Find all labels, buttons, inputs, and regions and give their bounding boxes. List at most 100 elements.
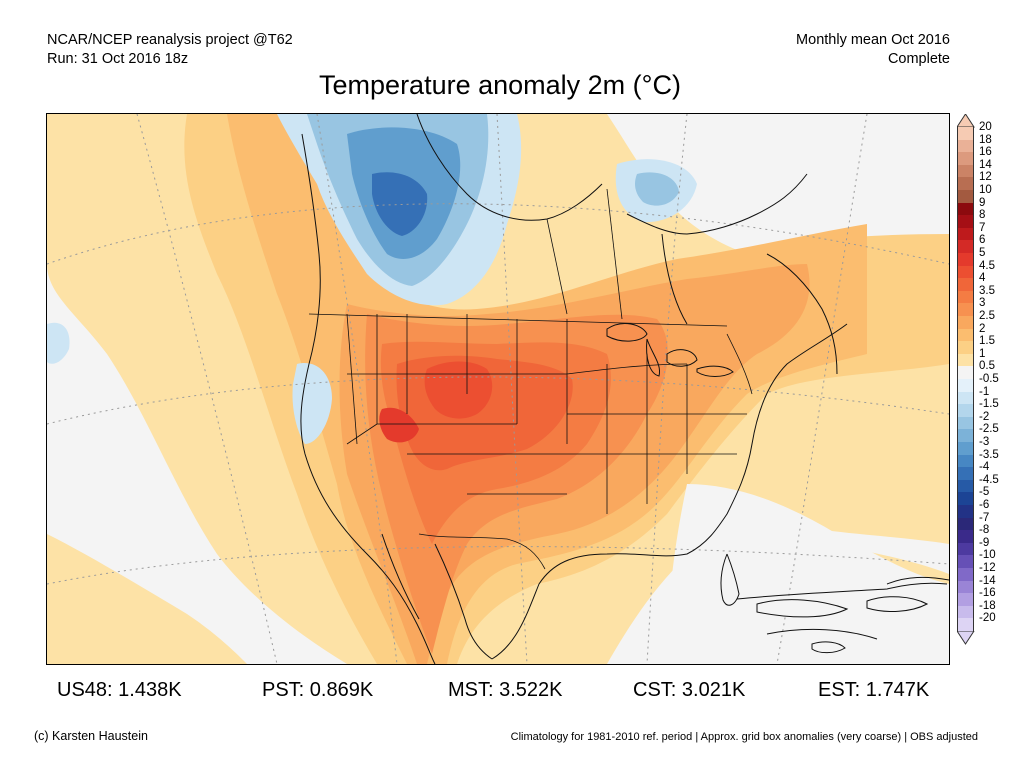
anomaly-1-southwest — [47, 534, 247, 664]
colorbar-label: 3.5 — [979, 284, 995, 297]
status-label: Complete — [887, 51, 950, 67]
colorbar-label: -8 — [979, 524, 990, 537]
source-label: NCAR/NCEP reanalysis project @T62 — [47, 32, 293, 48]
colorbar-swatch — [957, 379, 974, 392]
stat-pst: PST: 0.869K — [262, 679, 374, 701]
colorbar-label: -20 — [979, 612, 996, 625]
colorbar-swatch — [957, 505, 974, 518]
period-info: Monthly mean Oct 2016 Complete — [796, 31, 950, 69]
colorbar-label: -6 — [979, 499, 990, 511]
colorbar-swatch — [957, 152, 974, 165]
colorbar-swatch — [957, 580, 974, 594]
colorbar-label: 1.5 — [979, 335, 995, 348]
colorbar-swatch — [957, 202, 974, 216]
method-note: Climatology for 1981-2010 ref. period | … — [510, 731, 978, 743]
colorbar-swatch — [957, 353, 974, 367]
colorbar-swatch — [957, 341, 974, 354]
neutral-atlantic — [667, 484, 949, 664]
map-canvas — [47, 114, 949, 664]
stat-mst: MST: 3.522K — [448, 679, 563, 701]
political-borders — [308, 188, 753, 570]
colorbar-swatch — [957, 454, 974, 468]
colorbar-label: 10 — [979, 184, 992, 196]
map-title: Temperature anomaly 2m (°C) — [319, 70, 681, 100]
caribbean-islands — [756, 596, 929, 654]
colorbar-swatch — [957, 227, 974, 241]
colorbar-swatch — [957, 316, 974, 329]
colorbar-label: 0.5 — [979, 360, 995, 373]
graticule — [47, 114, 949, 664]
run-info: NCAR/NCEP reanalysis project @T62 Run: 3… — [47, 31, 293, 69]
colorbar-label: -7 — [979, 511, 990, 524]
colorbar-swatch — [957, 416, 974, 430]
colorbar-swatch — [957, 164, 974, 178]
colorbar-swatch — [957, 215, 974, 228]
colorbar-swatch — [957, 467, 974, 480]
colorbar-swatch — [957, 429, 974, 442]
colorbar-swatch — [957, 530, 974, 543]
colorbar-label: -14 — [979, 574, 996, 587]
neutral-arctic — [857, 114, 949, 184]
colorbar-label: 2.5 — [979, 310, 995, 322]
colorbar-label: -4 — [979, 461, 990, 474]
colorbar-label: -16 — [979, 587, 996, 600]
colorbar-label: 20 — [979, 121, 992, 133]
colorbar-swatch — [957, 391, 974, 405]
colorbar-swatch — [957, 265, 974, 279]
colorbar-label: 16 — [979, 146, 992, 159]
anomaly-map[interactable] — [46, 113, 950, 665]
colorbar-swatch — [957, 303, 974, 316]
colorbar-label: -2.5 — [979, 423, 999, 436]
colorbar-label: 6 — [979, 234, 986, 247]
cold-anomaly-northeast-core — [635, 172, 679, 206]
cold-anomaly-4 — [372, 172, 428, 236]
colorbar-label: 4.5 — [979, 259, 995, 272]
colorbar-label: -3.5 — [979, 448, 999, 461]
colorbar-label: 7 — [979, 221, 986, 234]
colorbar-swatch — [957, 517, 974, 531]
colorbar-top-arrow — [957, 114, 975, 128]
colorbar-label: 2 — [979, 322, 986, 335]
colorbar-label: 12 — [979, 171, 992, 184]
colorbar-label: 3 — [979, 297, 986, 310]
cold-anomaly-pacific — [47, 322, 70, 364]
colorbar-swatch — [957, 253, 974, 266]
colorbar-label: -10 — [979, 549, 996, 562]
colorbar-swatch — [957, 442, 974, 455]
colorbar-bottom-arrow — [957, 631, 975, 645]
colorbar-label: -0.5 — [979, 373, 999, 385]
colorbar-label: 5 — [979, 247, 986, 259]
colorbar-label: 9 — [979, 196, 986, 209]
colorbar-swatch — [957, 555, 974, 568]
colorbar-label: -12 — [979, 562, 996, 574]
colorbar-label: -18 — [979, 599, 996, 612]
colorbar-swatch — [957, 190, 974, 203]
anomaly-4-5-region — [424, 361, 493, 419]
colorbar-label: 4 — [979, 272, 986, 285]
stat-us48: US48: 1.438K — [57, 679, 182, 701]
colorbar-label: 14 — [979, 158, 992, 171]
colorbar-label: -9 — [979, 536, 990, 549]
colorbar-label: -1 — [979, 385, 990, 398]
run-label: Run: 31 Oct 2016 18z — [47, 51, 189, 67]
colorbar-label: 18 — [979, 133, 992, 146]
colorbar-swatch — [957, 618, 974, 631]
colorbar-label: -1.5 — [979, 398, 999, 411]
coastlines — [300, 114, 949, 664]
colorbar-label: 8 — [979, 209, 986, 222]
colorbar-swatch — [957, 492, 974, 505]
colorbar-swatch — [957, 177, 974, 190]
stat-cst: CST: 3.021K — [633, 679, 746, 701]
colorbar-label: -3 — [979, 436, 990, 448]
colorbar-swatch — [957, 240, 974, 253]
colorbar-label: 1 — [979, 347, 986, 360]
colorbar-swatch — [957, 605, 974, 619]
colorbar-swatch — [957, 593, 974, 606]
cold-anomaly-california — [292, 363, 332, 444]
colorbar-swatch — [957, 278, 974, 291]
colorbar-swatch — [957, 479, 974, 493]
colorbar-label: -4.5 — [979, 473, 999, 486]
colorbar-swatch — [957, 404, 974, 417]
colorbar-swatch — [957, 290, 974, 304]
stat-est: EST: 1.747K — [818, 679, 930, 701]
